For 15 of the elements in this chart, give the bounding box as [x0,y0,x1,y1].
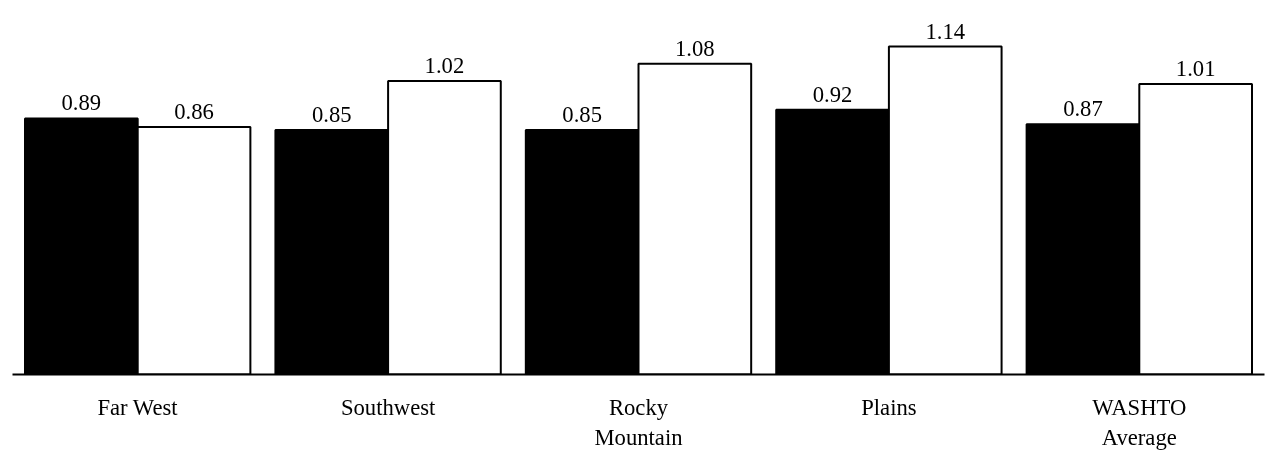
data-label: 0.85 [562,101,602,127]
data-label: 1.01 [1175,55,1216,81]
data-label: 0.87 [1063,96,1103,122]
data-label: 1.08 [675,35,715,61]
data-label: 1.02 [424,53,465,79]
data-label: 0.89 [61,90,102,116]
x-tick-label: Far West [97,394,179,420]
data-label: 0.85 [311,101,352,127]
data-label: 1.14 [925,18,966,44]
x-tick-label: Plains [861,394,917,420]
data-label: 0.92 [812,81,853,107]
x-tick-label: Southwest [340,394,437,420]
data-label: 0.86 [174,99,214,125]
x-tick-label: WASHTO Average [1092,394,1187,450]
x-tick-label: Rocky Mountain [594,394,683,450]
